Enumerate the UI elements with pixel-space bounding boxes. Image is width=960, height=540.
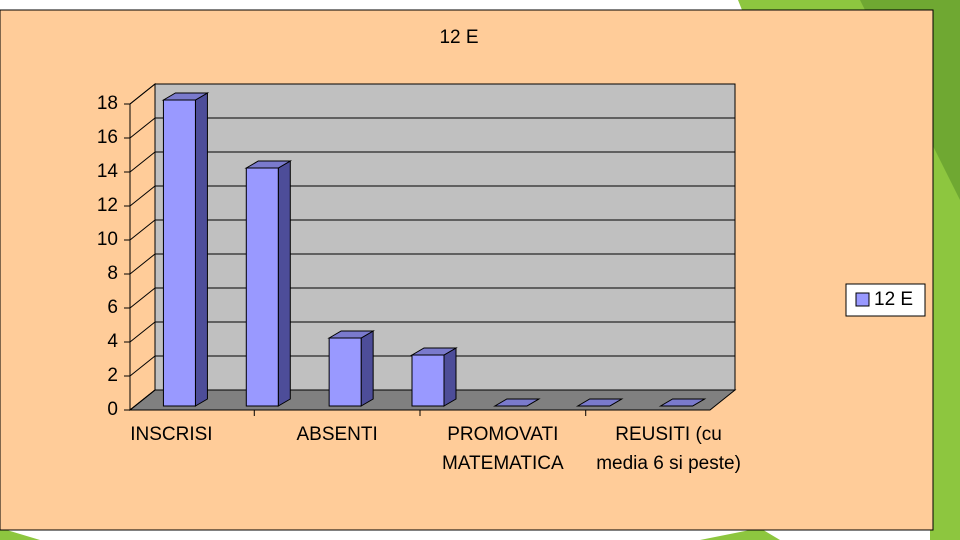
- grid-line: [129, 389, 156, 411]
- y-tick-label: 2: [107, 365, 118, 386]
- grid-line: [129, 151, 156, 173]
- y-tick-label: 4: [107, 331, 118, 352]
- y-tick-label: 6: [107, 297, 118, 318]
- grid-line: [129, 253, 156, 275]
- bar-top: [658, 398, 707, 407]
- bar: [327, 330, 375, 407]
- bar-front: [245, 167, 279, 407]
- grid-line: [129, 321, 156, 343]
- y-tick-label: 10: [97, 229, 118, 250]
- bar: [161, 92, 210, 407]
- back-wall: [154, 83, 736, 391]
- legend: [845, 283, 926, 317]
- grid-line: [129, 355, 156, 377]
- grid-line: [129, 83, 156, 105]
- decoration: [0, 528, 40, 540]
- bar-front: [411, 354, 445, 407]
- grid-line: [129, 287, 156, 309]
- bar: [658, 398, 707, 407]
- y-tick-label: 14: [97, 161, 119, 182]
- bar-front: [162, 99, 196, 407]
- bar-side: [194, 92, 208, 407]
- grid-line: [129, 185, 156, 207]
- bar-top: [493, 398, 541, 407]
- bar-side: [277, 160, 291, 407]
- chart-title: 12 E: [439, 27, 478, 48]
- bar-top: [575, 398, 624, 407]
- bar-side: [360, 330, 374, 407]
- x-tick-label: INSCRISI: [130, 424, 213, 445]
- legend-swatch: [855, 292, 870, 307]
- bar: [575, 398, 624, 407]
- grid-line: [129, 117, 156, 139]
- x-tick-label: REUSITI (cu media 6 si peste): [596, 424, 741, 474]
- x-tick-label: ABSENTI: [296, 424, 378, 445]
- y-tick-label: 0: [107, 399, 118, 420]
- decoration: [700, 528, 780, 540]
- bar: [244, 160, 293, 407]
- bar: [493, 398, 541, 407]
- y-tick-label: 18: [97, 93, 118, 114]
- grid-line: [129, 219, 156, 241]
- y-tick-label: 8: [107, 263, 118, 284]
- y-tick-label: 16: [97, 127, 118, 148]
- bar-side: [443, 347, 457, 407]
- bar-front: [328, 337, 362, 407]
- legend-label: 12 E: [874, 289, 913, 310]
- y-tick-label: 12: [97, 195, 118, 216]
- bar: [410, 347, 458, 407]
- x-tick-label: PROMOVATI MATEMATICA: [441, 424, 564, 474]
